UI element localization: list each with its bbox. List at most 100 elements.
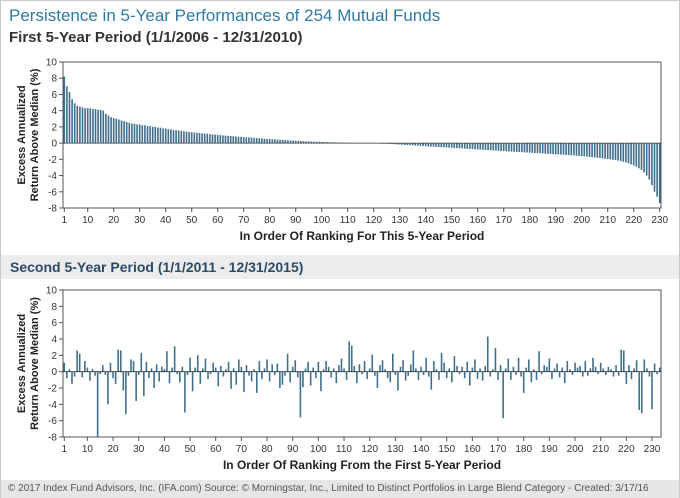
bar (318, 141, 320, 144)
bar (601, 143, 604, 159)
x-tick-label: 70 (236, 444, 248, 455)
bar (466, 361, 469, 372)
x-tick-label: 40 (159, 444, 171, 455)
bar (63, 76, 66, 144)
bar (591, 143, 593, 158)
bar (294, 360, 297, 372)
bar (599, 362, 602, 372)
bar (484, 143, 487, 150)
bar (209, 371, 212, 375)
y-tick-label: -2 (48, 384, 57, 395)
bar (331, 142, 333, 144)
bar (617, 371, 620, 376)
x-tick-label: 30 (133, 444, 145, 455)
bar (576, 367, 579, 372)
bar (279, 371, 281, 388)
bar (255, 138, 258, 144)
bar (515, 371, 517, 375)
bar (180, 130, 183, 144)
x-tick-label: 120 (361, 444, 378, 455)
bar (263, 368, 266, 372)
bar (553, 368, 556, 372)
bar (345, 371, 348, 380)
y-axis-label: Excess AnnualizedReturn Above Median (%) (16, 68, 41, 201)
bar (453, 356, 456, 372)
bar (437, 143, 440, 147)
bar (193, 132, 196, 144)
bar (526, 143, 528, 153)
bar (110, 117, 112, 144)
bar (398, 143, 401, 145)
bar (89, 108, 92, 144)
bar (107, 115, 110, 144)
bar (554, 143, 557, 155)
x-tick-label: 50 (184, 444, 196, 455)
bar (374, 371, 376, 376)
bar (443, 143, 445, 148)
bar (166, 351, 168, 372)
bar (350, 345, 353, 372)
bar (580, 143, 583, 157)
bar (144, 125, 146, 144)
bar (204, 358, 207, 372)
bar (71, 371, 73, 384)
bar (304, 368, 307, 372)
bar (326, 142, 328, 144)
bar (157, 127, 159, 144)
bar (538, 351, 540, 372)
bar (202, 368, 204, 372)
bar (450, 143, 453, 148)
bar (297, 140, 300, 144)
bar (404, 371, 407, 381)
bar (497, 143, 500, 151)
bar (521, 143, 523, 153)
bar (620, 349, 623, 372)
bar (432, 143, 435, 147)
bar (273, 371, 276, 375)
bar (391, 143, 393, 145)
bar (327, 366, 330, 372)
x-tick-label: 220 (625, 215, 642, 226)
bar (94, 371, 96, 376)
bar (597, 371, 599, 375)
bar (175, 130, 177, 144)
bar (615, 365, 617, 372)
bar (469, 371, 471, 386)
bar (315, 141, 318, 144)
bar (340, 358, 343, 372)
bar (448, 143, 450, 148)
bar (153, 371, 155, 388)
bar (68, 92, 71, 144)
bar (281, 139, 284, 144)
y-tick-label: -2 (48, 155, 57, 166)
bar (469, 143, 471, 149)
bar (643, 359, 646, 372)
bar (161, 366, 163, 372)
bar (581, 371, 584, 377)
bar (505, 143, 508, 152)
bar (461, 366, 463, 372)
bar (123, 121, 125, 144)
y-tick-label: 0 (51, 139, 57, 150)
bar (177, 130, 180, 144)
bar (393, 143, 396, 145)
bar (81, 107, 84, 144)
footer-bar (1, 480, 679, 498)
bar (317, 361, 320, 372)
y-axis-label-group: Excess AnnualizedReturn Above Median (%) (16, 297, 41, 430)
bar (299, 371, 302, 418)
bar (289, 140, 292, 144)
y-tick-label: 4 (51, 335, 57, 346)
bar (140, 352, 143, 372)
bar (201, 133, 203, 144)
bar (592, 357, 594, 372)
y-tick-label: -4 (48, 171, 57, 182)
bar (184, 371, 186, 413)
y-axis-label-group: Excess AnnualizedReturn Above Median (%) (16, 68, 41, 201)
y-tick-label: 6 (51, 318, 57, 329)
bar (112, 117, 115, 144)
bar (320, 141, 323, 144)
bar (211, 134, 214, 144)
bar (406, 143, 409, 146)
x-tick-label: 140 (413, 444, 430, 455)
